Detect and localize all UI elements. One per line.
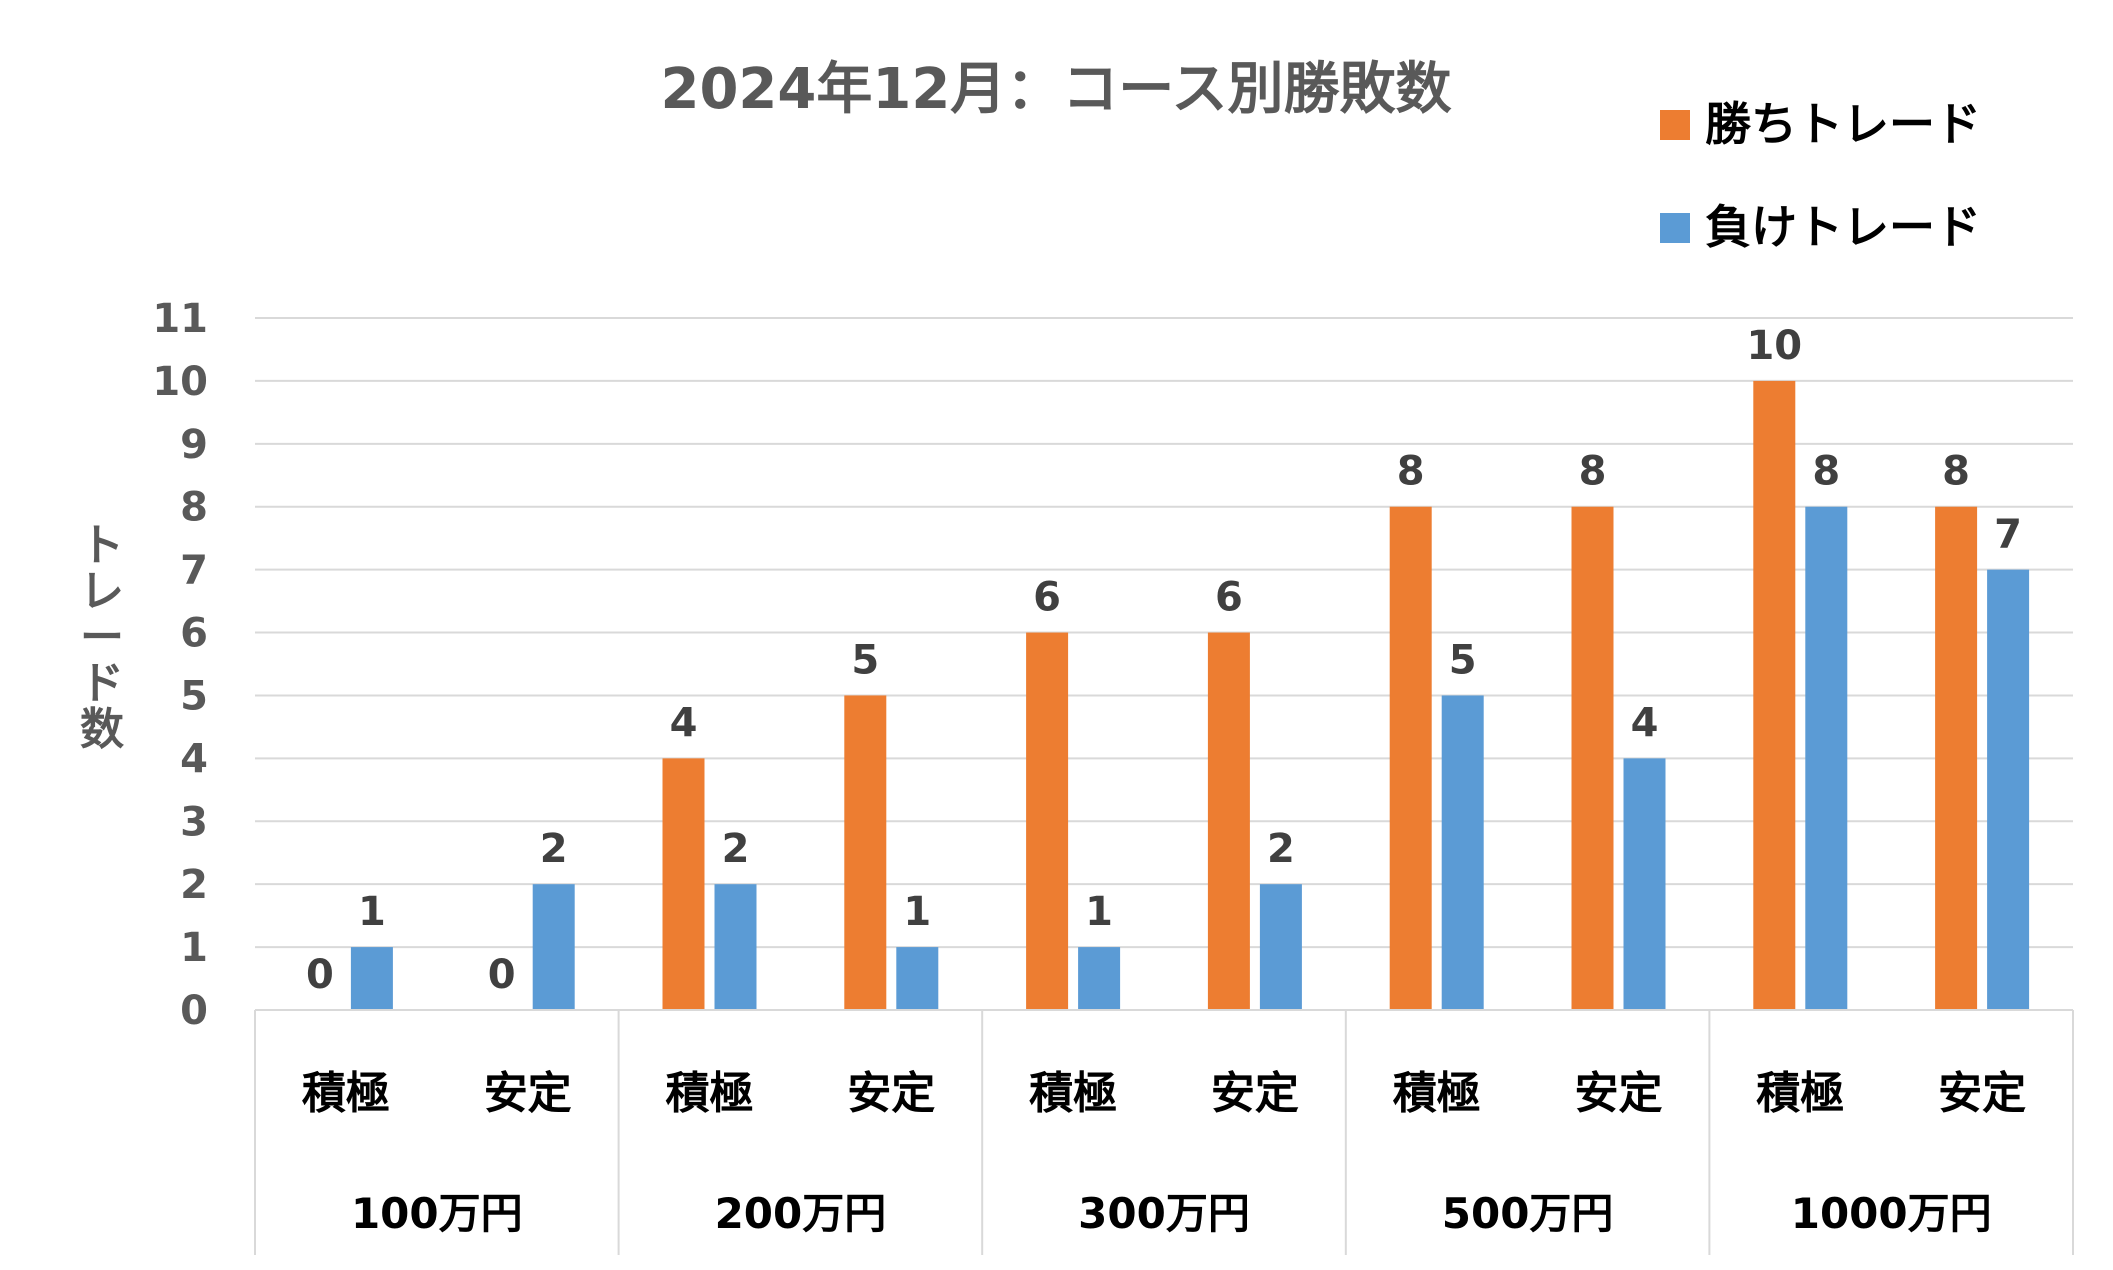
data-label-loss-7: 4 — [1631, 700, 1659, 746]
y-axis-title: トレード数 — [80, 520, 124, 755]
bar-loss-2 — [714, 884, 757, 1010]
x-group-label: 300万円 — [1078, 1189, 1250, 1238]
legend-swatch-loss — [1660, 213, 1690, 243]
bar-loss-9 — [1987, 569, 2030, 1010]
x-category-label: 積極 — [1756, 1068, 1844, 1119]
data-label-win-2: 4 — [670, 700, 698, 746]
data-label-win-9: 8 — [1942, 449, 1970, 495]
x-group-label: 200万円 — [715, 1189, 887, 1238]
y-axis-title-text: トレード数 — [80, 520, 124, 755]
x-category-label: 積極 — [1393, 1068, 1481, 1119]
data-label-win-8: 10 — [1746, 323, 1802, 369]
bar-loss-8 — [1805, 506, 1848, 1010]
data-label-win-6: 8 — [1397, 449, 1425, 495]
bar-win-8 — [1753, 380, 1796, 1011]
data-label-win-3: 5 — [851, 637, 879, 683]
x-category-label: 積極 — [1029, 1068, 1117, 1119]
x-category-label: 安定 — [847, 1068, 935, 1119]
y-tick-label: 7 — [180, 548, 208, 594]
y-tick-label: 11 — [152, 296, 208, 342]
bar-win-6 — [1389, 506, 1432, 1010]
data-label-loss-5: 2 — [1267, 826, 1295, 872]
legend-label-loss: 負けトレード — [1705, 200, 1981, 254]
data-label-loss-1: 2 — [540, 826, 568, 872]
x-category-label: 安定 — [484, 1068, 572, 1119]
y-tick-label: 4 — [180, 736, 208, 782]
x-category-label: 積極 — [666, 1068, 754, 1119]
bar-loss-4 — [1078, 947, 1121, 1010]
y-axis: 0 1 2 3 4 5 6 7 8 9 10 11 — [152, 296, 208, 1034]
data-label-loss-9: 7 — [1994, 512, 2022, 558]
data-label-loss-0: 1 — [358, 889, 386, 935]
y-tick-label: 9 — [180, 422, 208, 468]
data-label-win-7: 8 — [1579, 449, 1607, 495]
data-label-win-1: 0 — [488, 952, 516, 998]
y-tick-label: 5 — [180, 673, 208, 719]
bar-loss-7 — [1623, 758, 1666, 1010]
data-label-win-0: 0 — [306, 952, 334, 998]
bar-win-3 — [844, 695, 887, 1010]
x-category-label: 安定 — [1211, 1068, 1299, 1119]
data-label-loss-2: 2 — [722, 826, 750, 872]
x-group-label: 500万円 — [1442, 1189, 1614, 1238]
y-tick-label: 2 — [180, 862, 208, 908]
y-tick-label: 1 — [180, 925, 208, 971]
chart-title: 2024年12月：コース別勝敗数 — [661, 57, 1452, 122]
data-label-loss-8: 8 — [1812, 449, 1840, 495]
data-label-win-5: 6 — [1215, 575, 1243, 621]
bar-win-2 — [662, 758, 705, 1010]
bar-win-4 — [1026, 632, 1069, 1010]
x-group-label: 1000万円 — [1791, 1189, 1992, 1238]
x-category-label: 積極 — [302, 1068, 390, 1119]
bar-loss-0 — [350, 947, 393, 1010]
bar-win-9 — [1935, 506, 1978, 1010]
y-tick-label: 8 — [180, 485, 208, 531]
data-label-loss-4: 1 — [1085, 889, 1113, 935]
legend-swatch-win — [1660, 110, 1690, 140]
y-tick-label: 0 — [180, 988, 208, 1034]
y-tick-label: 10 — [152, 359, 208, 405]
bars — [350, 380, 2030, 1011]
data-label-loss-3: 1 — [903, 889, 931, 935]
data-label-win-4: 6 — [1033, 575, 1061, 621]
x-group-label: 100万円 — [351, 1189, 523, 1238]
bar-loss-1 — [532, 884, 575, 1010]
data-label-loss-6: 5 — [1449, 637, 1477, 683]
bar-loss-6 — [1441, 695, 1484, 1010]
bar-win-5 — [1207, 632, 1250, 1010]
x-axis: 積極 安定 積極 安定 積極 安定 積極 安定 積極 安定 100万円 200万円 300万円 500万円… — [254, 1009, 2074, 1255]
bar-loss-3 — [896, 947, 939, 1010]
legend-label-win: 勝ちトレード — [1705, 97, 1981, 151]
y-tick-label: 6 — [180, 611, 208, 657]
bar-loss-5 — [1259, 884, 1302, 1010]
x-category-label: 安定 — [1575, 1068, 1663, 1119]
bar-win-7 — [1571, 506, 1614, 1010]
y-tick-label: 3 — [180, 799, 208, 845]
gridlines — [255, 317, 2073, 1011]
x-category-label: 安定 — [1938, 1068, 2026, 1119]
